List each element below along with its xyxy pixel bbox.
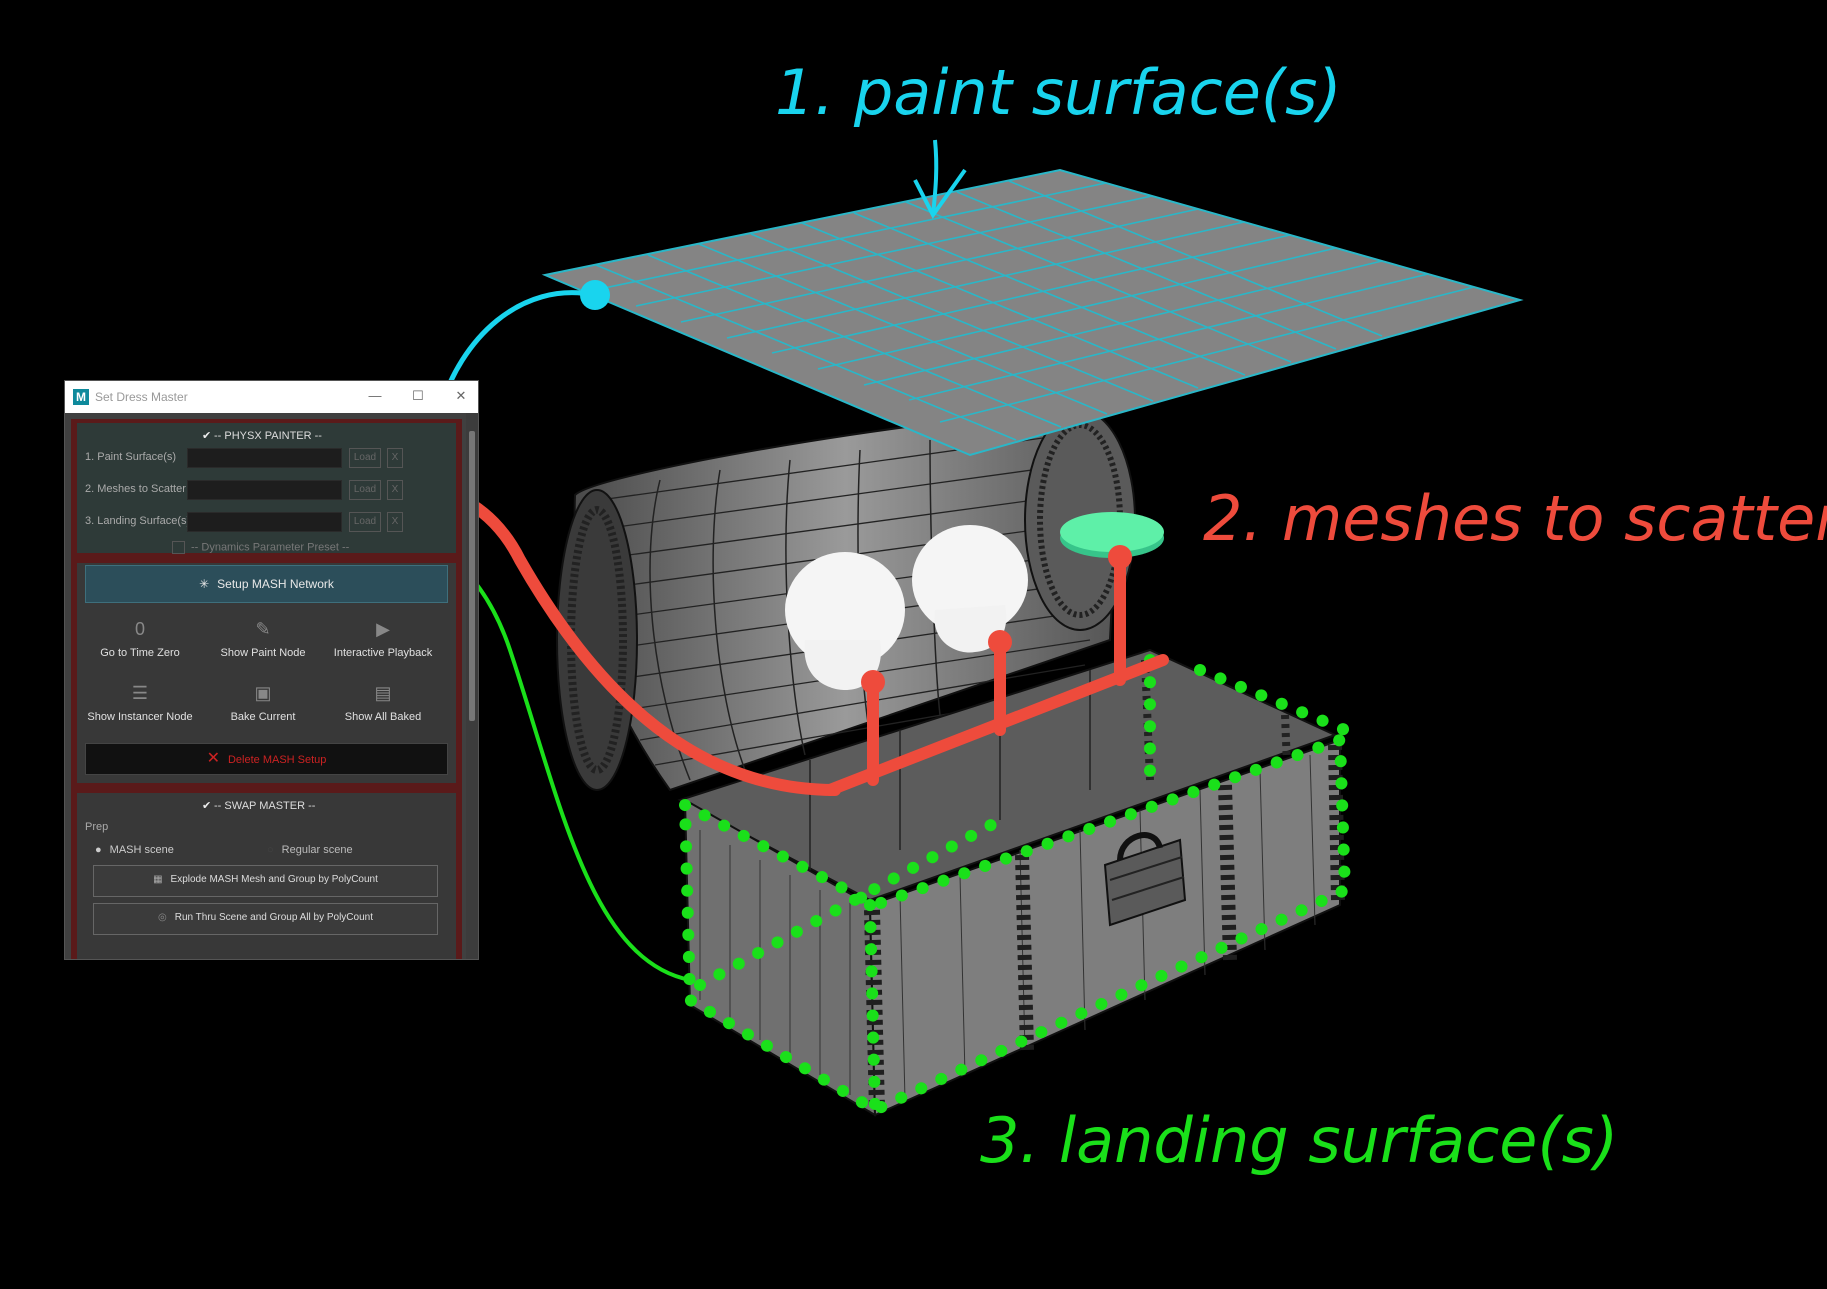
bake-current-label: Bake Current [230, 711, 296, 723]
list-icon: ☰ [131, 683, 149, 703]
radio-selected-icon: ● [95, 844, 102, 856]
swap-check-icon[interactable]: ✔ [202, 800, 212, 812]
setup-icon: ✳ [199, 577, 210, 591]
go-to-time-zero-label: Go to Time Zero [100, 647, 180, 659]
play-icon: ▶ [376, 619, 390, 639]
explode-mash-button[interactable]: ▦ Explode MASH Mesh and Group by PolyCoun… [93, 865, 438, 897]
time-zero-icon: 0 [134, 619, 145, 639]
landing-surface-outline [678, 654, 1352, 1117]
show-instancer-node-label: Show Instancer Node [87, 711, 193, 723]
annotation-meshes-to-scatter: 2. meshes to scatter [1203, 482, 1827, 555]
dynamics-preset[interactable]: -- Dynamics Parameter Preset -- [172, 541, 349, 554]
interactive-playback-button[interactable]: ▶ Interactive Playback [323, 615, 443, 659]
baked-stack-icon: ▤ [374, 683, 392, 703]
run-thru-scene-label: Run Thru Scene and Group All by PolyCoun… [174, 912, 373, 923]
delete-x-icon: ✕ [206, 750, 220, 767]
setup-mash-label: Setup MASH Network [217, 577, 334, 591]
regular-scene-radio[interactable]: ○ Regular scene [267, 844, 353, 856]
show-all-baked-button[interactable]: ▤ Show All Baked [323, 679, 443, 723]
delete-mash-label: Delete MASH Setup [227, 754, 327, 766]
mash-tools-section: ✳ Setup MASH Network 0 Go to Time Zero ✎ … [77, 563, 456, 783]
landing-surface-clear-button[interactable]: X [387, 512, 403, 532]
show-paint-node-label: Show Paint Node [220, 647, 306, 659]
annotation-paint-surface: 1. paint surface(s) [775, 56, 1342, 129]
swap-header[interactable]: ✔ -- SWAP MASTER -- [202, 799, 315, 812]
scrollbar-thumb[interactable] [469, 431, 475, 721]
scrollbar[interactable] [466, 413, 478, 959]
maximize-button[interactable]: ☐ [412, 388, 424, 403]
chart-icon: ▦ [153, 874, 163, 885]
mash-scene-radio[interactable]: ● MASH scene [95, 844, 174, 856]
meshes-clear-button[interactable]: X [387, 480, 403, 500]
physx-header[interactable]: ✔ -- PHYSX PAINTER -- [202, 429, 322, 442]
window-title: Set Dress Master [95, 390, 188, 404]
paint-surface-plane [541, 168, 1524, 457]
meshes-load-button[interactable]: Load [349, 480, 381, 500]
show-paint-node-button[interactable]: ✎ Show Paint Node [203, 615, 323, 659]
landing-surface-field[interactable] [187, 512, 342, 532]
physx-check-icon[interactable]: ✔ [202, 430, 212, 442]
meshes-label: 2. Meshes to Scatter [85, 483, 186, 495]
landing-surface-load-button[interactable]: Load [349, 512, 381, 532]
mash-scene-label: MASH scene [109, 844, 174, 856]
show-instancer-node-button[interactable]: ☰ Show Instancer Node [80, 679, 200, 723]
radio-unselected-icon: ○ [267, 844, 274, 856]
window-body: ✔ -- PHYSX PAINTER -- 1. Paint Surface(s)… [65, 413, 478, 959]
prep-label: Prep [85, 821, 109, 833]
dynamics-preset-label: -- Dynamics Parameter Preset -- [191, 541, 350, 554]
annotation-landing-surface: 3. landing surface(s) [980, 1104, 1619, 1177]
explode-mash-label: Explode MASH Mesh and Group by PolyCount [170, 874, 378, 885]
dynamics-preset-checkbox[interactable] [172, 541, 185, 554]
paint-surface-clear-button[interactable]: X [387, 448, 403, 468]
minimize-button[interactable]: — [368, 388, 382, 403]
set-dress-master-window: M Set Dress Master — ☐ ✕ ✔ -- PHYSX PAINT… [64, 380, 479, 960]
setup-mash-network-button[interactable]: ✳ Setup MASH Network [85, 565, 448, 603]
delete-mash-setup-button[interactable]: ✕ Delete MASH Setup [85, 743, 448, 775]
physx-section: ✔ -- PHYSX PAINTER -- 1. Paint Surface(s)… [77, 423, 456, 554]
physx-header-label: -- PHYSX PAINTER -- [214, 430, 322, 442]
skull-mesh-1 [785, 552, 905, 690]
run-thru-scene-button[interactable]: ◎ Run Thru Scene and Group All by PolyCou… [93, 903, 438, 935]
brush-icon: ✎ [255, 619, 271, 639]
swap-header-label: -- SWAP MASTER -- [214, 800, 316, 812]
close-button[interactable]: ✕ [455, 388, 467, 403]
landing-surface-label: 3. Landing Surface(s) [85, 515, 191, 527]
show-all-baked-label: Show All Baked [344, 711, 422, 723]
paint-surface-field[interactable] [187, 448, 342, 468]
coin-mesh [1060, 512, 1164, 558]
paint-surface-label: 1. Paint Surface(s) [85, 451, 177, 463]
go-to-time-zero-button[interactable]: 0 Go to Time Zero [80, 615, 200, 659]
regular-scene-label: Regular scene [281, 844, 353, 856]
meshes-field[interactable] [187, 480, 342, 500]
swap-master-section: ✔ -- SWAP MASTER -- Prep ● MASH scene ○ Reg… [77, 793, 456, 959]
chest-body [683, 738, 1345, 1117]
bake-current-button[interactable]: ▣ Bake Current [203, 679, 323, 723]
title-bar[interactable]: M Set Dress Master — ☐ ✕ [65, 381, 478, 413]
bake-icon: ▣ [254, 683, 272, 703]
lock-icon [1103, 832, 1187, 927]
app-logo-icon: M [73, 389, 89, 405]
globe-icon: ◎ [157, 912, 167, 923]
paint-surface-load-button[interactable]: Load [349, 448, 381, 468]
interactive-playback-label: Interactive Playback [333, 647, 433, 659]
